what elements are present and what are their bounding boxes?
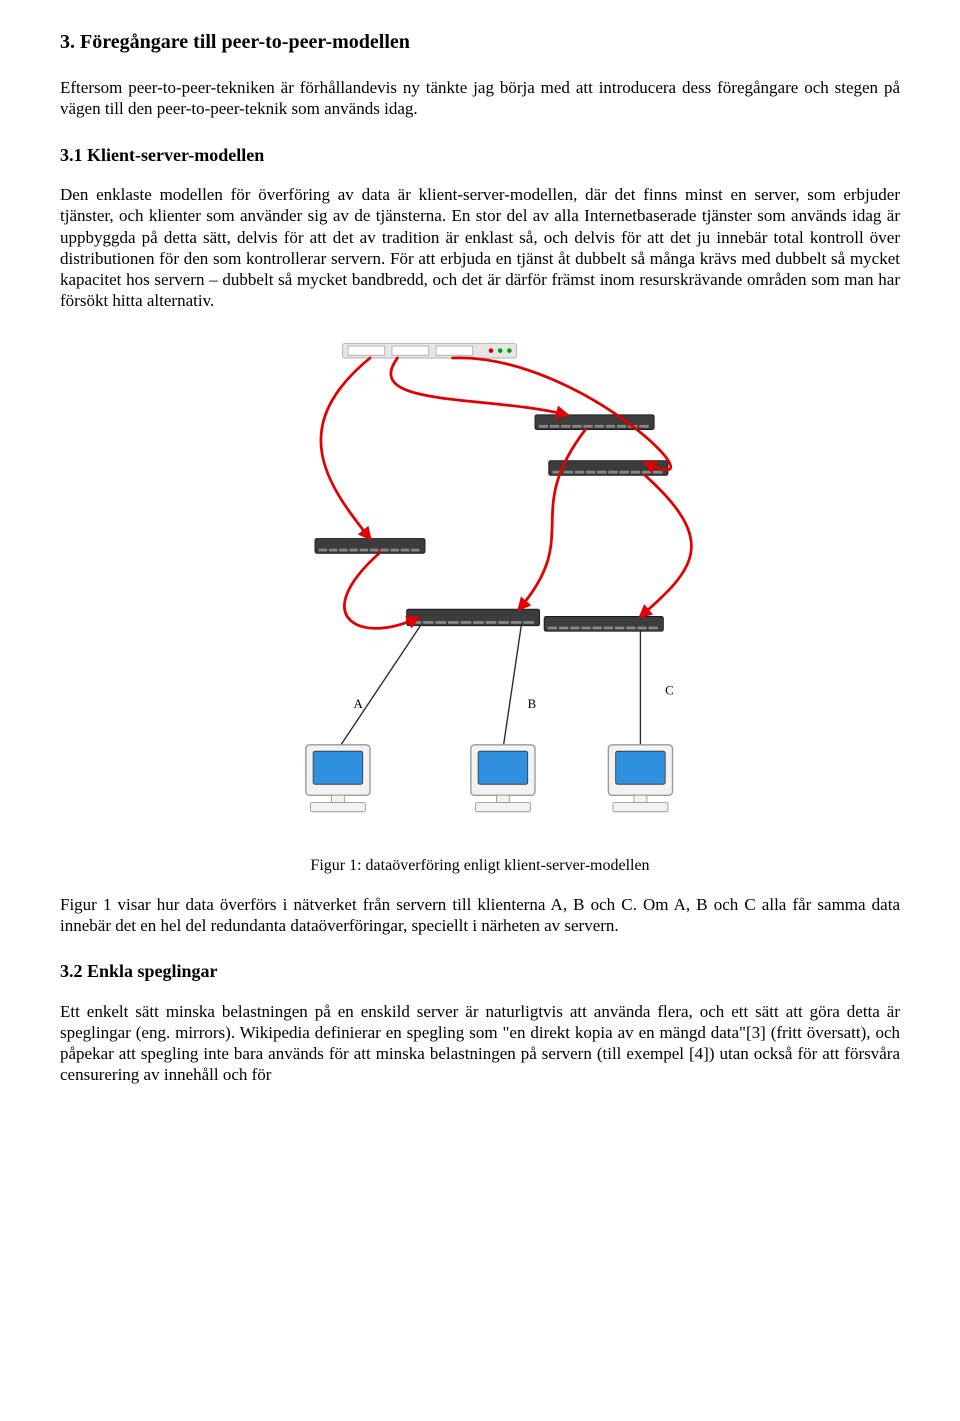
section-title: 3. Föregångare till peer-to-peer-modelle… [60,30,900,55]
client-server-diagram: A B C [260,332,700,846]
document-page: 3. Föregångare till peer-to-peer-modelle… [0,0,960,1421]
after-figure-paragraph: Figur 1 visar hur data överförs i nätver… [60,894,900,937]
subsection-3-1-body: Den enklaste modellen för överföring av … [60,184,900,312]
subsection-3-2-title: 3.2 Enkla speglingar [60,960,900,983]
label-a: A [354,697,364,711]
figure-1: A B C Figur 1: dataöverföring enligt klien… [60,332,900,876]
label-b: B [528,697,537,711]
intro-paragraph: Eftersom peer-to-peer-tekniken är förhål… [60,77,900,120]
figure-1-caption: Figur 1: dataöverföring enligt klient-se… [60,856,900,876]
subsection-3-1-title: 3.1 Klient-server-modellen [60,144,900,167]
subsection-3-2-body: Ett enkelt sätt minska belastningen på e… [60,1001,900,1086]
label-c: C [665,683,674,697]
